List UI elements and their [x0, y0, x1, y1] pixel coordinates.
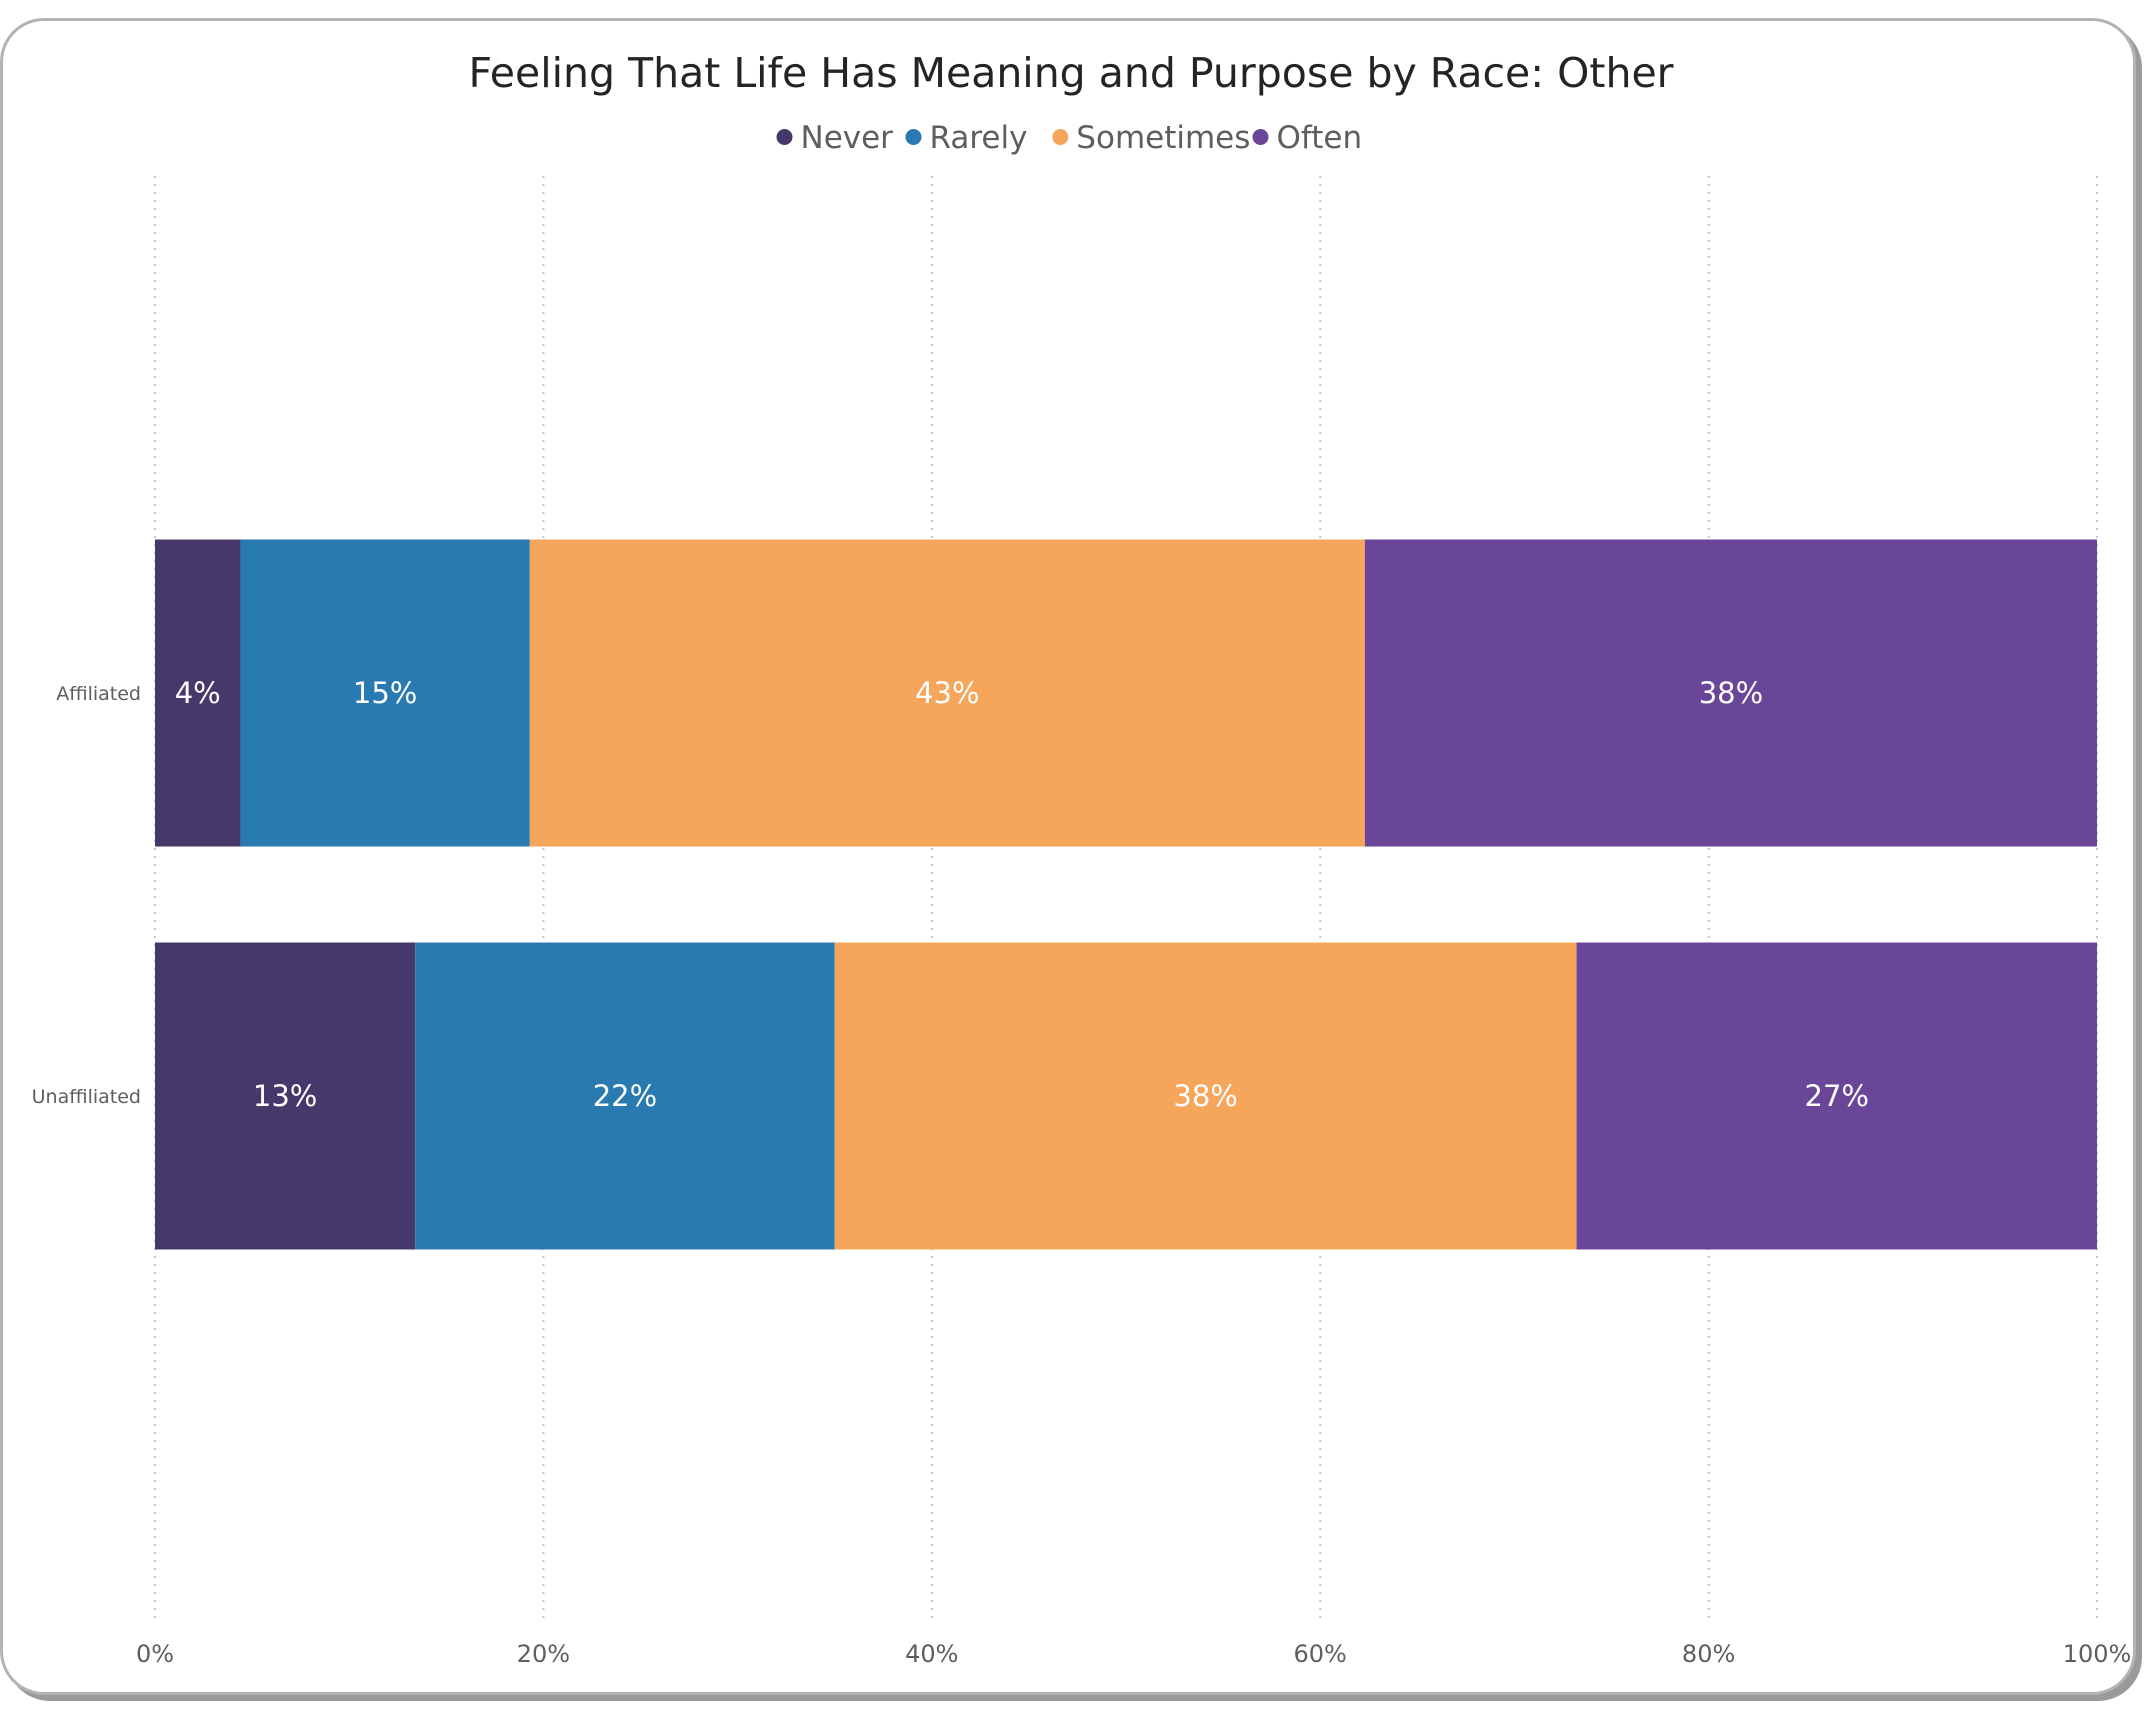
gridlines	[154, 176, 2098, 1621]
data-label: 13%	[253, 1079, 317, 1113]
x-tick-label: 80%	[1682, 1640, 1735, 1668]
data-label: 38%	[1173, 1079, 1237, 1113]
bar-often-unaffiliated[interactable]	[1576, 942, 2097, 1250]
x-tick-label: 20%	[517, 1640, 570, 1668]
bars: 4% 15% 43% 38% 13% 22% 38% 27%	[155, 539, 2097, 1250]
chart-card: Feeling That Life Has Meaning and Purpos…	[0, 18, 2136, 1695]
bar-sometimes-unaffiliated[interactable]	[834, 942, 1577, 1250]
legend-marker	[776, 129, 793, 145]
x-tick-label: 0%	[136, 1640, 174, 1668]
legend-label: Sometimes	[1076, 120, 1250, 156]
legend-item-never[interactable]: Never	[776, 120, 894, 156]
bar-rarely-unaffiliated[interactable]	[415, 942, 835, 1250]
bar-rarely-affiliated[interactable]	[240, 539, 530, 847]
x-tick-label: 100%	[2063, 1640, 2132, 1668]
chart-title: Feeling That Life Has Meaning and Purpos…	[468, 49, 1673, 97]
data-label: 15%	[353, 676, 417, 710]
data-label: 22%	[593, 1079, 657, 1113]
bar-never-affiliated[interactable]	[155, 539, 241, 847]
bar-sometimes-affiliated[interactable]	[529, 539, 1365, 847]
legend-item-sometimes[interactable]: Sometimes	[1052, 120, 1250, 156]
legend-label: Rarely	[930, 120, 1028, 156]
legend-item-rarely[interactable]: Rarely	[905, 120, 1028, 156]
stacked-bar-chart: Feeling That Life Has Meaning and Purpos…	[32, 49, 2132, 1668]
legend-marker	[1052, 129, 1069, 145]
legend-marker	[1252, 129, 1269, 145]
category-label: Unaffiliated	[32, 1086, 141, 1108]
category-label: Affiliated	[56, 683, 141, 705]
bar-never-unaffiliated[interactable]	[155, 942, 416, 1250]
chart-legend: Never Rarely Sometimes Often	[776, 120, 1363, 156]
legend-label: Never	[801, 120, 894, 156]
data-label: 43%	[915, 676, 979, 710]
legend-marker	[905, 129, 922, 145]
category-axis: Affiliated Unaffiliated	[32, 683, 141, 1108]
x-tick-label: 60%	[1294, 1640, 1347, 1668]
legend-label: Often	[1277, 120, 1363, 156]
data-label: 27%	[1805, 1079, 1869, 1113]
legend-item-often[interactable]: Often	[1252, 120, 1363, 156]
x-tick-label: 40%	[905, 1640, 958, 1668]
data-label: 38%	[1699, 676, 1763, 710]
bar-often-affiliated[interactable]	[1364, 539, 2097, 847]
value-axis: 0% 20% 40% 60% 80% 100%	[136, 1640, 2131, 1668]
data-label: 4%	[175, 676, 221, 710]
